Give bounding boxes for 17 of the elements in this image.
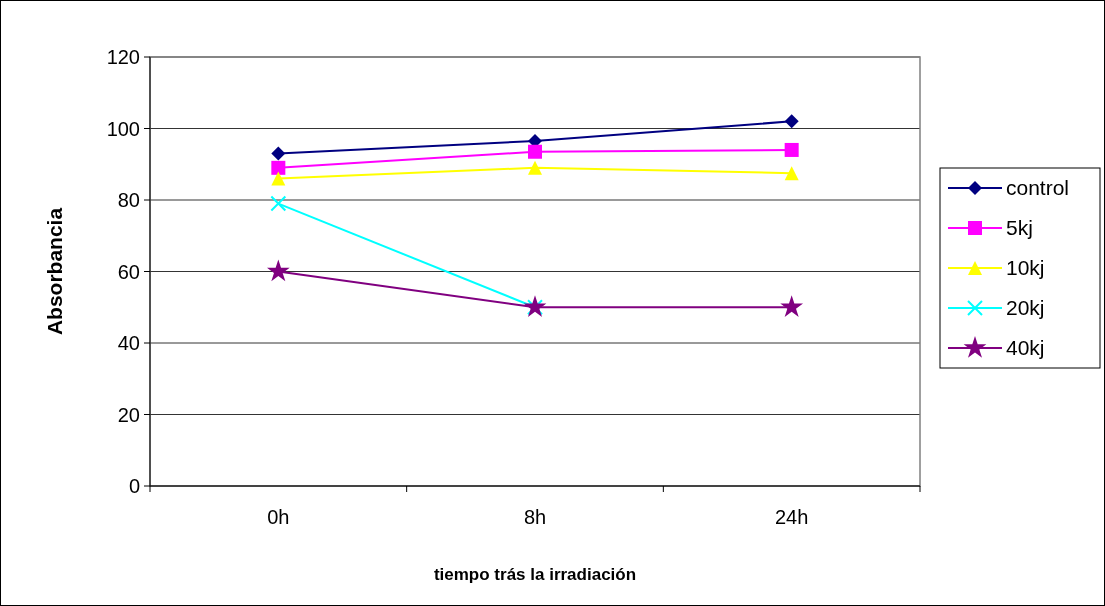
legend-label: control xyxy=(1006,176,1070,200)
x-tick-label: 0h xyxy=(267,506,290,528)
x-tick-label: 24h xyxy=(774,506,809,528)
y-tick-label: 0 xyxy=(128,475,140,497)
legend-label: 20kj xyxy=(1006,296,1045,320)
legend-label: 40kj xyxy=(1006,336,1045,360)
y-tick-label: 100 xyxy=(106,117,140,140)
y-tick-label: 120 xyxy=(106,46,140,68)
y-tick-label: 80 xyxy=(117,189,140,211)
legend-label: 5kj xyxy=(1006,216,1033,240)
y-axis-title: Absorbancia xyxy=(43,207,66,336)
x-tick-label: 8h xyxy=(523,506,547,528)
y-tick-label: 40 xyxy=(117,332,140,354)
y-tick-label: 20 xyxy=(117,403,140,426)
legend-label: 10kj xyxy=(1006,256,1045,280)
y-tick-label: 60 xyxy=(117,260,140,283)
x-axis-title: tiempo trás la irradiación xyxy=(433,565,637,584)
